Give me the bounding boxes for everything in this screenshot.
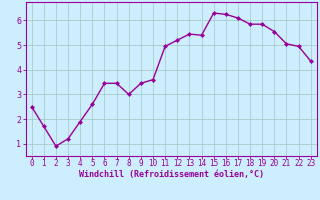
X-axis label: Windchill (Refroidissement éolien,°C): Windchill (Refroidissement éolien,°C) bbox=[79, 170, 264, 179]
